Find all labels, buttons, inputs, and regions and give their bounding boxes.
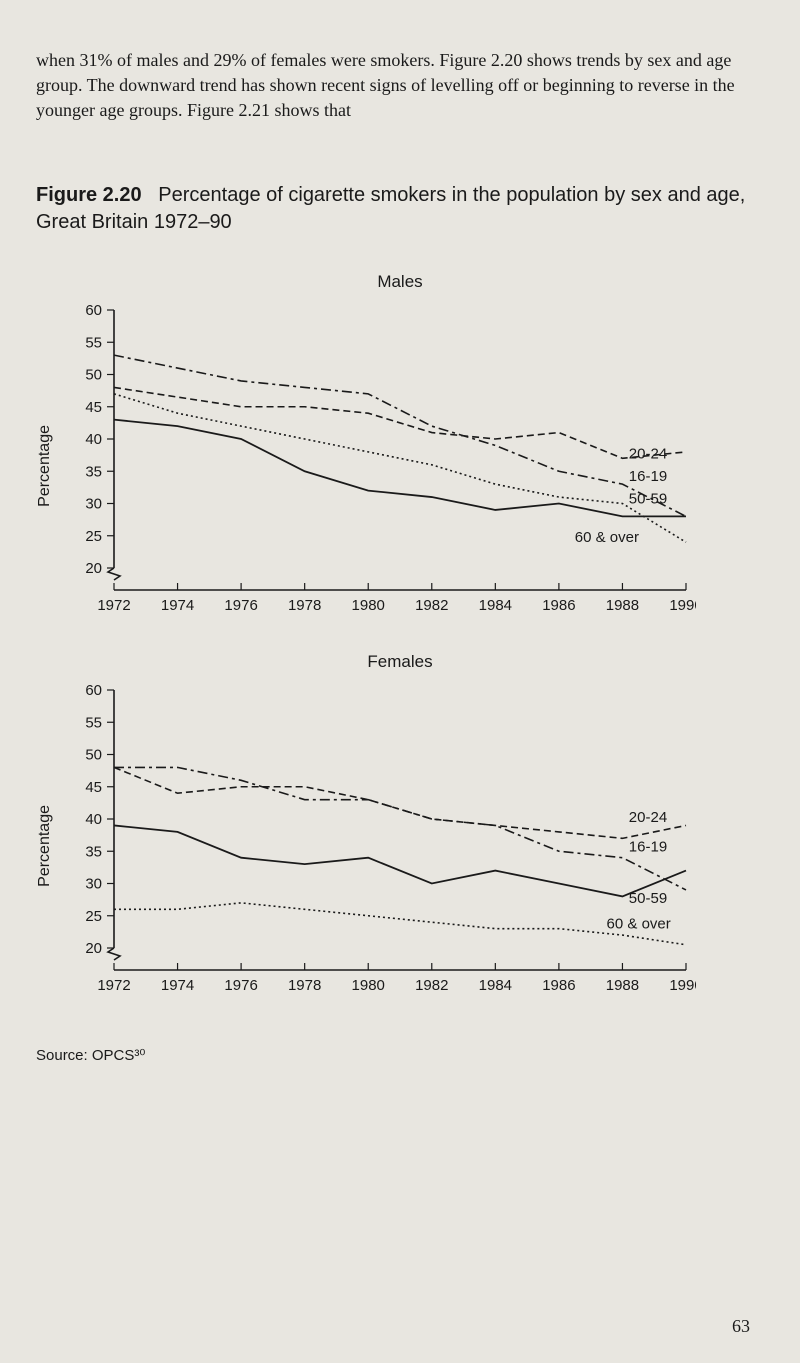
svg-text:50: 50 bbox=[85, 746, 102, 763]
svg-text:45: 45 bbox=[85, 778, 102, 795]
svg-text:45: 45 bbox=[85, 398, 102, 415]
svg-text:1988: 1988 bbox=[606, 977, 639, 994]
svg-text:16-19: 16-19 bbox=[629, 467, 667, 484]
svg-text:1982: 1982 bbox=[415, 977, 448, 994]
svg-text:50-59: 50-59 bbox=[629, 889, 667, 906]
svg-text:25: 25 bbox=[85, 907, 102, 924]
svg-text:1988: 1988 bbox=[606, 597, 639, 614]
ylabel-females: Percentage bbox=[36, 805, 54, 887]
svg-text:60: 60 bbox=[85, 302, 102, 319]
svg-text:1990: 1990 bbox=[669, 977, 696, 994]
svg-text:1984: 1984 bbox=[479, 597, 512, 614]
chart-title-females: Females bbox=[36, 652, 764, 672]
svg-text:30: 30 bbox=[85, 495, 102, 512]
svg-text:50-59: 50-59 bbox=[629, 490, 667, 507]
svg-text:20: 20 bbox=[85, 560, 102, 577]
svg-text:25: 25 bbox=[85, 527, 102, 544]
svg-text:60 & over: 60 & over bbox=[607, 915, 671, 932]
svg-text:60 & over: 60 & over bbox=[575, 529, 639, 546]
chart-svg-males: 20 25 30 35 40 45 50 55 60 1972 1974 1976 1978 1980 19… bbox=[56, 298, 696, 634]
ylabel-males: Percentage bbox=[36, 425, 54, 507]
svg-text:1972: 1972 bbox=[97, 597, 130, 614]
figure-title: Percentage of cigarette smokers in the p… bbox=[36, 184, 745, 233]
svg-text:1974: 1974 bbox=[161, 597, 194, 614]
svg-text:50: 50 bbox=[85, 366, 102, 383]
figure-number: Figure 2.20 bbox=[36, 184, 142, 206]
svg-text:1976: 1976 bbox=[224, 977, 257, 994]
chart-title-males: Males bbox=[36, 272, 764, 292]
chart-females: Females Percentage 20 25 30 35 40 45 50 55 60 197… bbox=[36, 652, 764, 1014]
svg-text:20-24: 20-24 bbox=[629, 809, 667, 826]
svg-text:1972: 1972 bbox=[97, 977, 130, 994]
chart-svg-females: 20 25 30 35 40 45 50 55 60 1972 1974 1976 1978 1980 19… bbox=[56, 678, 696, 1014]
svg-text:35: 35 bbox=[85, 463, 102, 480]
svg-text:55: 55 bbox=[85, 714, 102, 731]
svg-text:30: 30 bbox=[85, 875, 102, 892]
svg-text:55: 55 bbox=[85, 334, 102, 351]
svg-text:1986: 1986 bbox=[542, 977, 575, 994]
svg-text:1980: 1980 bbox=[352, 597, 385, 614]
svg-text:20: 20 bbox=[85, 940, 102, 957]
svg-text:35: 35 bbox=[85, 843, 102, 860]
svg-text:1982: 1982 bbox=[415, 597, 448, 614]
svg-text:1986: 1986 bbox=[542, 597, 575, 614]
svg-text:40: 40 bbox=[85, 811, 102, 828]
svg-text:1974: 1974 bbox=[161, 977, 194, 994]
svg-text:1978: 1978 bbox=[288, 597, 321, 614]
figure-heading: Figure 2.20 Percentage of cigarette smok… bbox=[36, 182, 764, 236]
chart-males: Males Percentage 20 25 30 35 40 45 50 55 60 1972 1… bbox=[36, 272, 764, 634]
page-number: 63 bbox=[732, 1316, 750, 1337]
svg-text:16-19: 16-19 bbox=[629, 838, 667, 855]
svg-text:1990: 1990 bbox=[669, 597, 696, 614]
source-text: Source: OPCS³⁰ bbox=[36, 1046, 764, 1064]
intro-paragraph: when 31% of males and 29% of females wer… bbox=[36, 48, 764, 124]
svg-text:1980: 1980 bbox=[352, 977, 385, 994]
svg-text:60: 60 bbox=[85, 682, 102, 699]
svg-text:40: 40 bbox=[85, 431, 102, 448]
svg-text:1984: 1984 bbox=[479, 977, 512, 994]
svg-text:1978: 1978 bbox=[288, 977, 321, 994]
svg-text:20-24: 20-24 bbox=[629, 445, 667, 462]
svg-text:1976: 1976 bbox=[224, 597, 257, 614]
